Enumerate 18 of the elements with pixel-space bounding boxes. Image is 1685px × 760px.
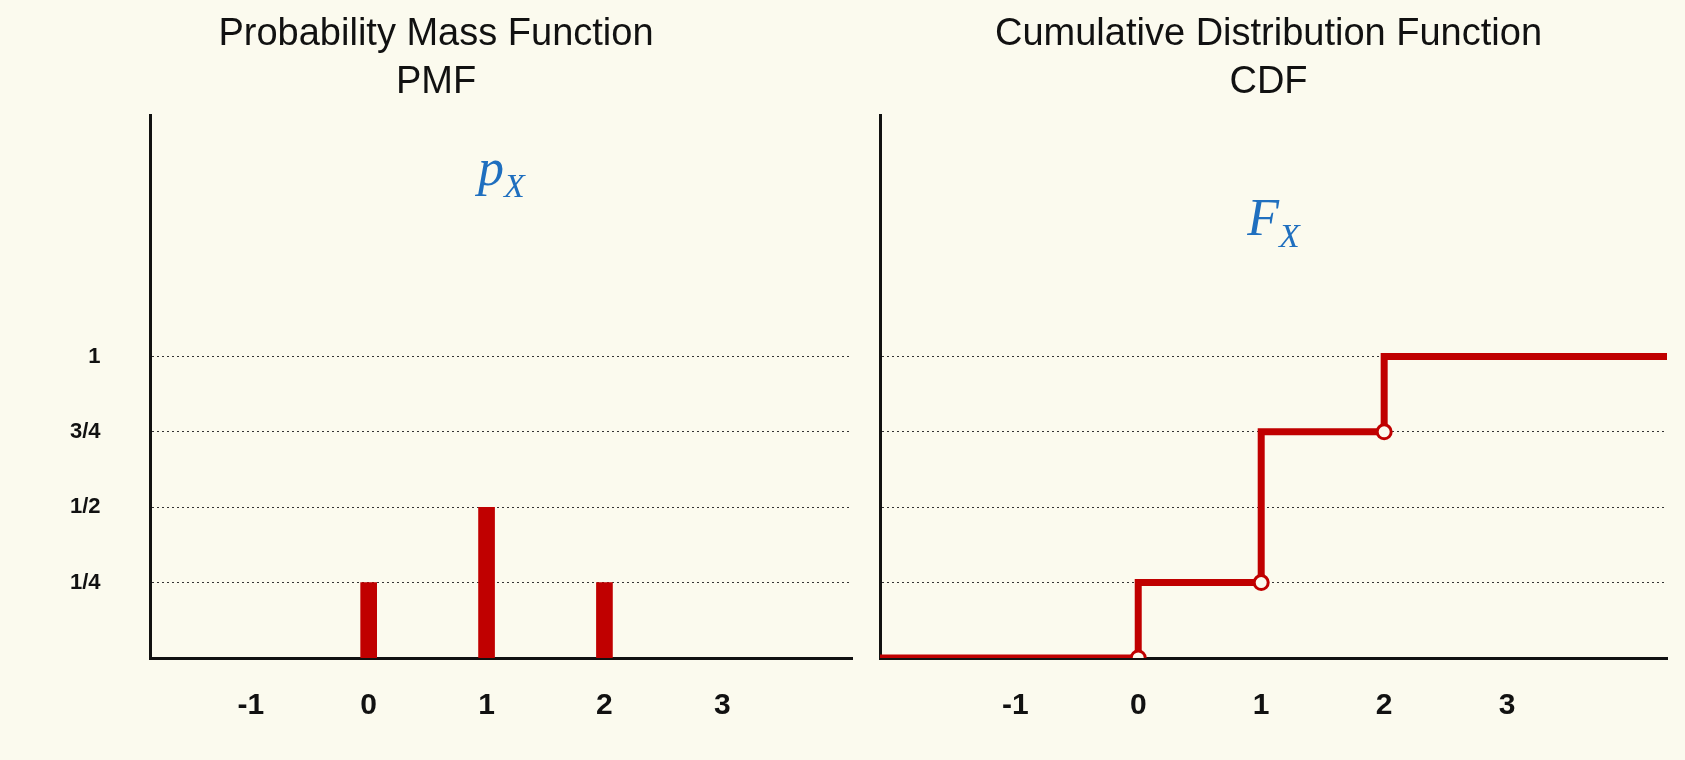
chart-title: Cumulative Distribution Function	[994, 11, 1543, 54]
x-tick-label: 1	[478, 687, 495, 721]
x-tick-label: -1	[1001, 687, 1029, 721]
x-tick-label: 2	[596, 687, 613, 721]
chart-subtitle: CDF	[1229, 58, 1308, 101]
x-tick-label: 3	[1498, 687, 1516, 721]
x-tick-label: 0	[360, 687, 378, 721]
x-tick-label: 2	[1375, 687, 1393, 721]
chart-subtitle: PMF	[395, 58, 477, 101]
y-tick-label: 1/2	[69, 493, 101, 519]
y-tick-label: 3/4	[69, 417, 102, 443]
x-tick-label: 1	[1252, 687, 1270, 721]
x-tick-label: 0	[1129, 687, 1147, 721]
x-tick-label: -1	[237, 687, 265, 721]
x-tick-label: 3	[713, 687, 731, 721]
y-tick-label: 1/4	[69, 568, 102, 594]
y-tick-label: 1	[88, 342, 101, 368]
chart-title: Probability Mass Function	[218, 11, 654, 54]
